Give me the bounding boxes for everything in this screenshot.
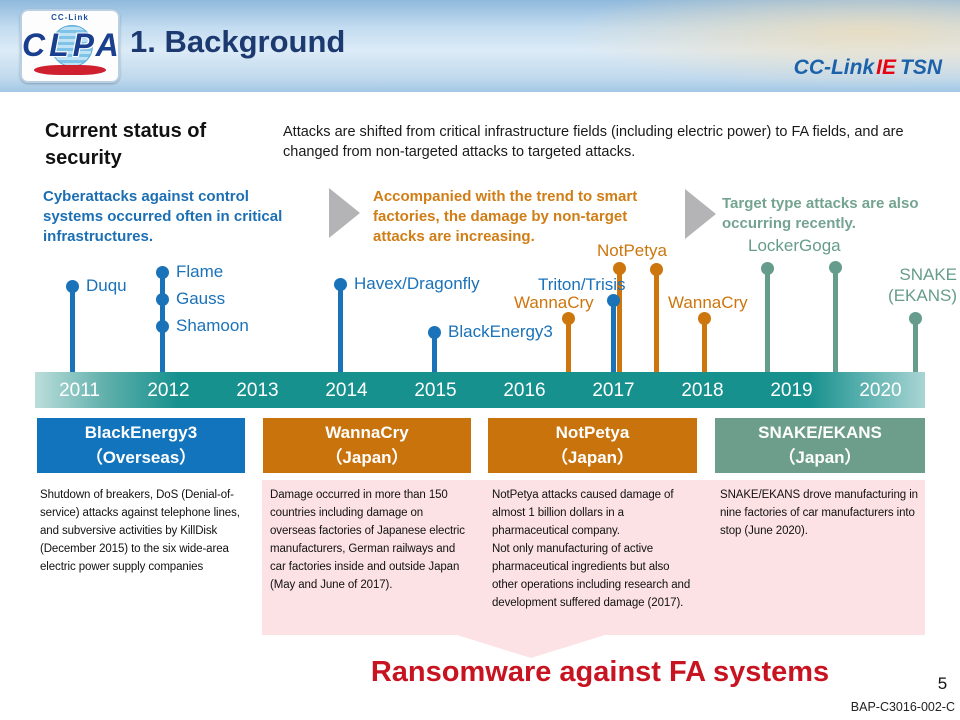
cclink-ie-tsn-logo: CC-LinkIE TSN [794,56,942,80]
cclink-text: CC-Link [793,56,875,79]
timeline-dot-notpetya-a [612,261,626,275]
timeline-year-bar: 2011 2012 2013 2014 2015 2016 2017 2018 2019 2020 [35,372,925,408]
timeline-stem-notpetya-b [653,269,659,375]
timeline-dot-flame-gauss-shamoon [155,292,169,306]
timeline-stem-snake-ekans [912,318,918,375]
timeline-dot-havex-dragonfly [333,277,347,291]
timeline-year-2017: 2017 [592,380,635,401]
timeline-dot-flame-gauss-shamoon [155,319,169,333]
timeline-dot-triton-trisis [606,293,620,307]
timeline-label-lockergoga-a: LockerGoga [748,236,841,255]
case-box-blackenergy3: BlackEnergy3 （Overseas） [37,418,245,473]
timeline-label-duqu: Duqu [86,276,127,295]
timeline-stem-lockergoga-a [764,268,770,375]
case-description-wannacry: Damage occurred in more than 150 countri… [270,489,465,591]
timeline-stem-blackenergy3 [431,332,437,375]
case-title: WannaCry [325,422,409,442]
slide-header: CC-Link CLPA 1. Background CC-LinkIE TSN [0,0,960,92]
document-code: BAP-C3016-002-C [850,700,955,714]
phase-target-type: Target type attacks are also occurring r… [722,195,919,232]
timeline-dot-wannacry-2 [697,311,711,325]
clpa-logo: CC-Link CLPA [20,9,120,83]
timeline-stem-wannacry-2 [701,318,707,375]
case-description-notpetya: NotPetya attacks caused damage of almost… [492,489,691,609]
timeline-year-2020: 2020 [859,380,902,401]
timeline-dot-blackenergy3 [427,325,441,339]
timeline-stem-lockergoga-b [832,267,838,375]
section-heading: Current status of security [45,120,207,169]
timeline-year-2018: 2018 [681,380,724,401]
chevron-right-icon [685,189,716,239]
timeline-label-snake-ekans: SNAKE (EKANS) [888,265,957,305]
timeline-dot-duqu [65,279,79,293]
chevron-right-icon [329,188,360,238]
clpa-letters: CLPA [22,27,123,63]
ransomware-callout-panel [262,480,925,635]
case-region: （Overseas） [85,447,197,467]
clpa-arc-text: CC-Link [51,13,89,22]
case-box-snake-ekans: SNAKE/EKANS （Japan） [715,418,925,473]
case-description-snake-ekans: SNAKE/EKANS drove manufacturing in nine … [720,489,918,537]
timeline-label-wannacry-2: WannaCry [668,293,748,312]
page-title: 1. Background [130,24,346,59]
timeline-label-blackenergy3: BlackEnergy3 [448,322,553,341]
timeline-stem-wannacry-1 [565,318,571,375]
section-description: Attacks are shifted from critical infras… [283,124,904,161]
callout-arrow-down [457,635,605,658]
timeline-year-2019: 2019 [770,380,813,401]
case-title: SNAKE/EKANS [758,422,882,442]
timeline-label-havex-dragonfly: Havex/Dragonfly [354,274,480,293]
timeline-dot-notpetya-b [649,262,663,276]
timeline-year-2011: 2011 [59,380,100,401]
timeline-dot-flame-gauss-shamoon [155,265,169,279]
timeline-year-2015: 2015 [414,380,457,401]
timeline-dot-wannacry-1 [561,311,575,325]
conclusion-text: Ransomware against FA systems [370,656,830,688]
case-region: （Japan） [325,447,409,467]
case-box-notpetya: NotPetya （Japan） [488,418,697,473]
timeline-stem-duqu [69,286,75,375]
timeline-year-2014: 2014 [325,380,368,401]
clpa-ribbon [34,65,106,75]
case-title: NotPetya [555,422,630,442]
timeline-stem-havex-dragonfly [337,284,343,375]
timeline-label-flame-gauss-shamoon: Shamoon [176,316,249,335]
timeline-year-2013: 2013 [236,380,279,401]
timeline-year-2016: 2016 [503,380,546,401]
timeline-stem-notpetya-a [616,268,622,375]
timeline-label-notpetya-a: NotPetya [597,241,667,260]
case-description-blackenergy3: Shutdown of breakers, DoS (Denial-of-ser… [40,489,240,573]
phase-critical-infrastructure: Cyberattacks against control systems occ… [43,188,283,245]
timeline-dot-lockergoga-a [760,261,774,275]
case-title: BlackEnergy3 [84,422,198,442]
tsn-text: TSN [900,56,942,79]
case-box-wannacry: WannaCry （Japan） [263,418,471,473]
timeline-label-flame-gauss-shamoon: Flame [176,262,224,281]
page-number: 5 [937,674,948,693]
timeline-year-2012: 2012 [147,380,190,401]
globe-icon [51,25,93,67]
case-region: （Japan） [550,447,635,467]
timeline-dot-snake-ekans [908,311,922,325]
ie-text: IE [876,56,896,79]
timeline-label-triton-trisis: Triton/Trisis [538,275,626,294]
phase-smart-factories: Accompanied with the trend to smart fact… [373,188,638,245]
timeline-label-flame-gauss-shamoon: Gauss [176,289,226,308]
case-region: （Japan） [778,447,862,467]
timeline-dot-lockergoga-b [828,260,842,274]
timeline-label-wannacry-1: WannaCry [514,293,594,312]
timeline-stem-triton-trisis [610,300,616,375]
